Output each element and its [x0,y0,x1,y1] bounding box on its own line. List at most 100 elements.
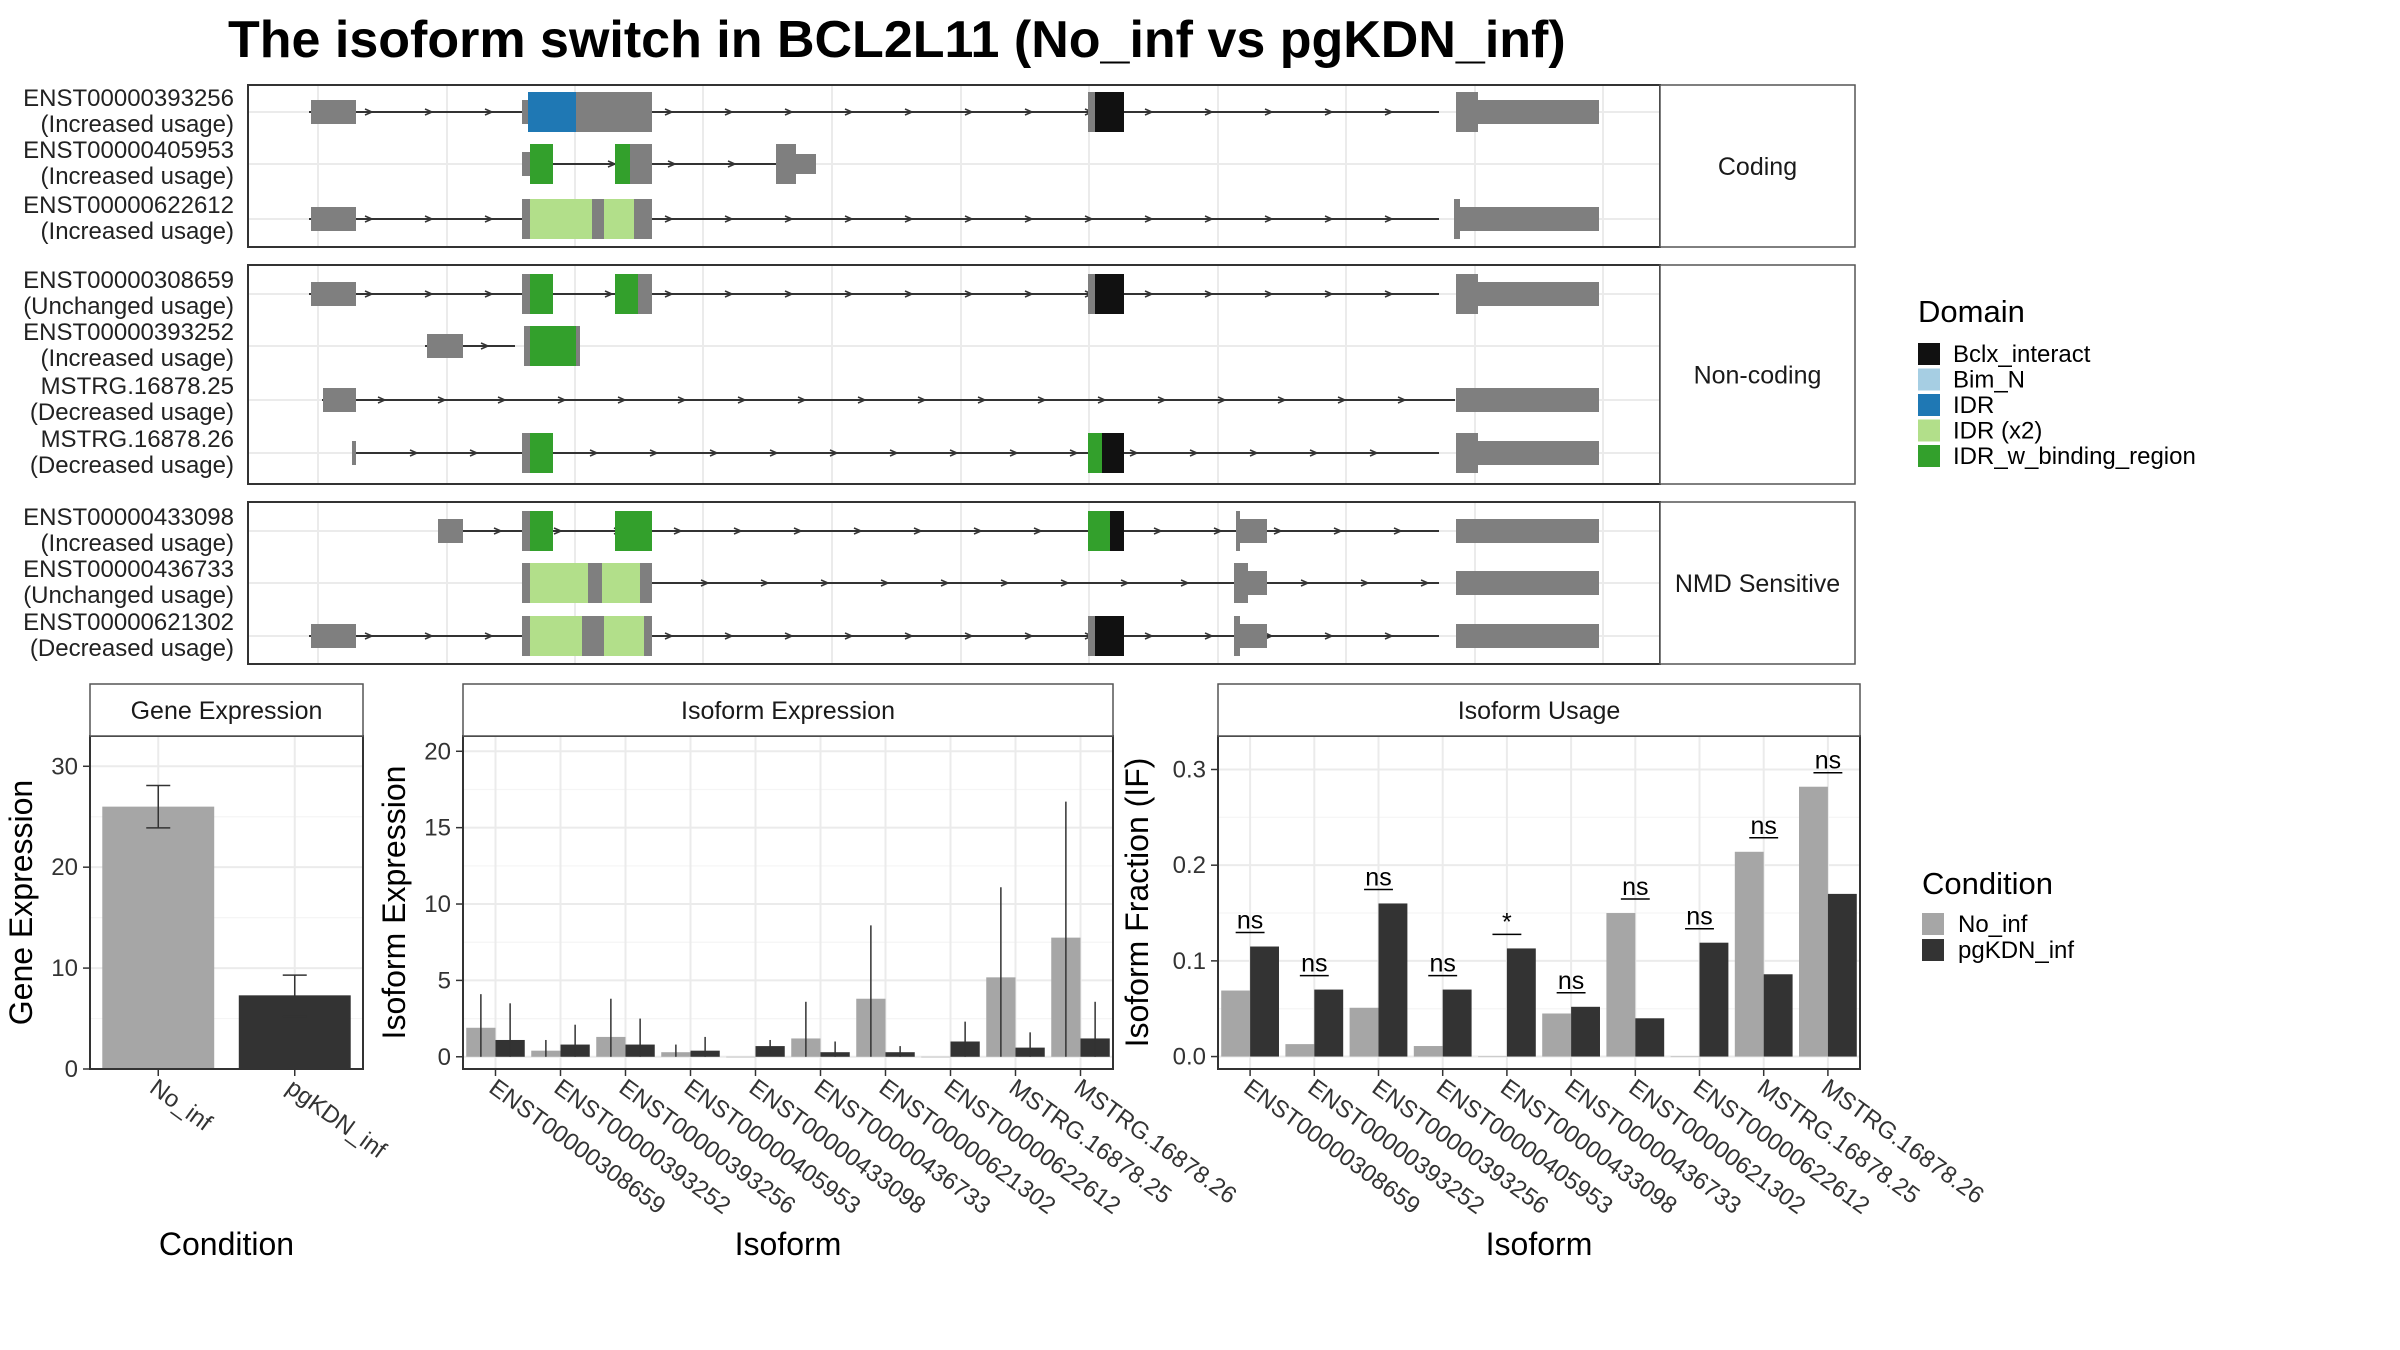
intron-arrow [1384,108,1394,116]
domain-legend-title: Domain [1918,294,2025,329]
transcript-enst00000436733 [522,563,1599,603]
bar [1635,1018,1665,1057]
intron-arrow [589,449,599,457]
exon-block [427,334,463,358]
intron-arrow [424,108,434,116]
isoform-usage-label: (Decreased usage) [30,399,234,426]
intron-arrow [964,632,974,640]
intron-arrow [617,396,627,404]
isoform-id-label: MSTRG.16878.25 [41,373,234,400]
exon-block [1240,624,1267,648]
intron-arrow [1204,290,1214,298]
chart-title-strip [1217,683,1861,737]
intron-arrow [1037,396,1047,404]
isoform-usage-label: (Decreased usage) [30,635,234,662]
intron-arrow [1009,449,1019,457]
intron-arrow [973,527,983,535]
intron-arrow [844,290,854,298]
intron-arrow [760,579,770,587]
bar [1314,989,1344,1057]
isoform-id-label: ENST00000393252 [23,319,234,346]
exon-block [630,144,652,184]
isoform-usage-label: (Increased usage) [41,218,234,245]
domain-idr-x2- [604,199,634,239]
intron-arrow [677,396,687,404]
exon-block [311,624,356,648]
intron-arrow [964,290,974,298]
structure-group-nmd-sensitive: NMD Sensitive [247,501,1856,665]
transcript-enst00000405953 [522,144,816,184]
condition-legend-title: Condition [1922,866,2053,901]
intron-arrow [1153,527,1163,535]
intron-arrow [1033,527,1043,535]
intron-arrow [1144,632,1154,640]
intron-arrow [1084,215,1094,223]
bar [1221,990,1251,1057]
intron-arrow [904,215,914,223]
significance-label: ns [1301,950,1327,978]
isoform-id-label: ENST00000621302 [23,609,234,636]
exon-block [644,616,652,656]
exon-block [522,563,530,603]
domain-legend-label: Bim_N [1953,367,2025,394]
bar [1699,942,1729,1057]
domain-legend-label: IDR [1953,392,1994,419]
exon-block [1456,274,1478,314]
exon-block [1456,571,1599,595]
intron-arrow [1217,396,1227,404]
intron-arrow [377,396,387,404]
y-tick-label: 0.3 [1173,756,1206,783]
bar [1478,1056,1507,1058]
domain-idr-w-binding-region [530,433,553,473]
facet-strip [1659,264,1856,485]
domain-idr-w-binding-region [615,144,630,184]
intron-arrow [497,396,507,404]
structure-group-non-coding: Non-coding [247,264,1856,485]
domain-bclx-interact [1102,433,1124,473]
exon-block [1456,433,1478,473]
bar [1827,893,1857,1057]
exon-block [522,152,530,176]
intron-arrow [364,290,374,298]
intron-arrow [940,579,950,587]
intron-arrow [1249,449,1259,457]
intron-arrow [1024,632,1034,640]
intron-arrow [409,449,419,457]
exon-block [524,326,530,366]
significance-label: ns [1815,747,1841,775]
bar [1571,1006,1600,1057]
bar [1506,948,1536,1057]
bar [1763,974,1793,1057]
bar [921,1056,951,1058]
facet-strip [1659,84,1856,248]
domain-idr-x2- [602,563,640,603]
isoform-usage-label: (Increased usage) [41,163,234,190]
bar [1799,786,1828,1057]
x-tick-label: pgKDN_inf [281,1074,391,1164]
intron-arrow [480,342,490,350]
exon-block [1240,519,1267,543]
chart-title: Isoform Usage [1458,697,1621,725]
exon-block [638,274,652,314]
significance-label: ns [1237,907,1263,935]
intron-arrow [1324,632,1334,640]
x-axis-title: Condition [159,1226,294,1262]
exon-block [796,154,816,174]
domain-idr-w-binding-region [530,144,553,184]
exon-block [311,282,356,306]
bar [1378,903,1408,1057]
significance-label: ns [1750,812,1776,840]
intron-arrow [1333,527,1343,535]
intron-arrow [484,108,494,116]
intron-arrow [1264,215,1274,223]
intron-arrow [769,449,779,457]
exon-block [522,616,530,656]
intron-arrow [737,396,747,404]
intron-arrow [844,632,854,640]
domain-idr-w-binding-region [1088,433,1102,473]
intron-arrow [853,527,863,535]
intron-arrow [904,632,914,640]
